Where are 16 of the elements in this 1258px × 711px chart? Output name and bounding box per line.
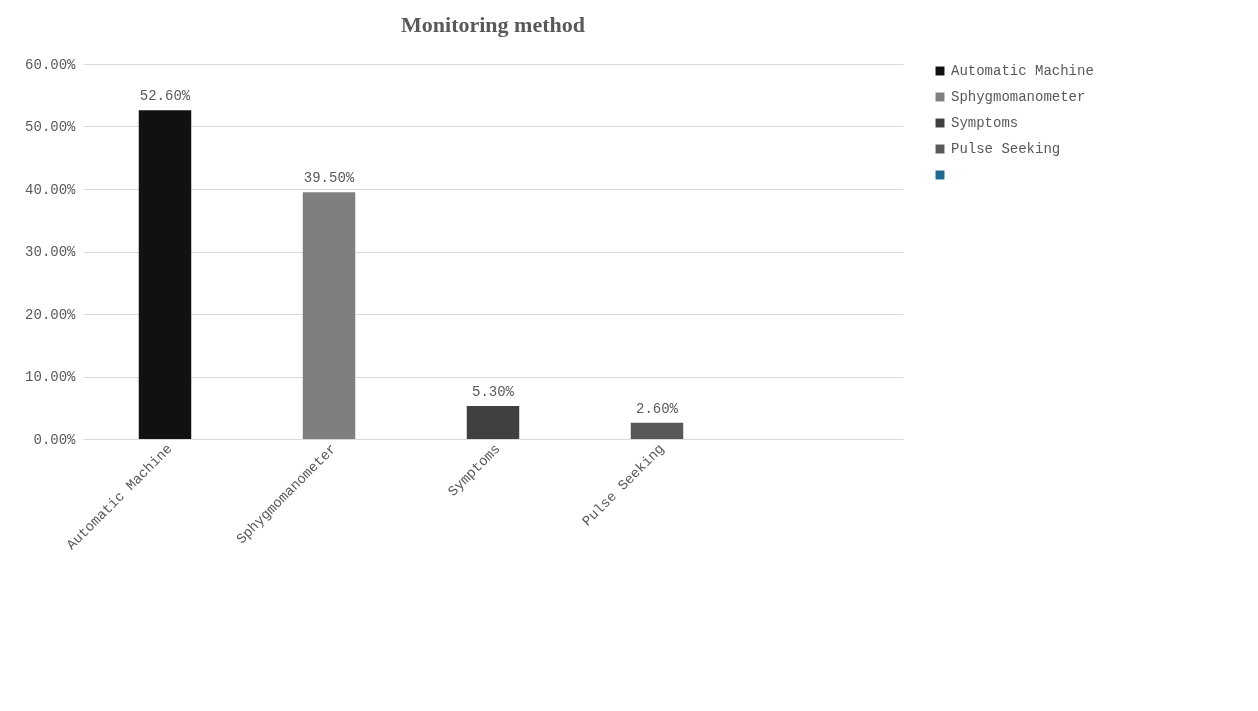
- legend-label: Automatic Machine: [951, 63, 1094, 79]
- data-label: 5.30%: [471, 383, 515, 400]
- legend-label: Sphygmomanometer: [951, 89, 1086, 105]
- chart-title: Monitoring method: [401, 12, 585, 37]
- y-tick-label: 40.00%: [25, 181, 77, 198]
- y-tick-label: 0.00%: [33, 431, 77, 448]
- data-label: 2.60%: [635, 400, 679, 417]
- data-label: 39.50%: [303, 170, 355, 187]
- legend-label: Symptoms: [951, 115, 1019, 131]
- data-label: 52.60%: [139, 88, 191, 105]
- y-tick-label: 50.00%: [25, 119, 77, 135]
- y-tick-label: 10.00%: [25, 369, 77, 385]
- legend-label: Pulse Seeking: [951, 141, 1061, 157]
- y-tick-label: 30.00%: [25, 244, 77, 260]
- y-tick-label: 20.00%: [25, 306, 77, 323]
- y-tick-label: 60.00%: [25, 56, 77, 73]
